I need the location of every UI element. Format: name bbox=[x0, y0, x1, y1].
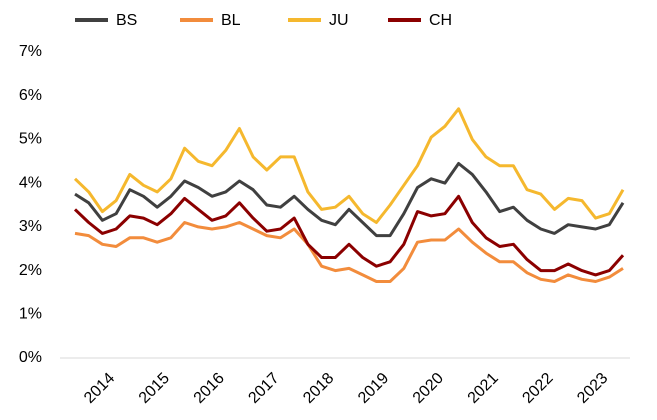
y-tick-label: 4% bbox=[19, 174, 42, 191]
y-tick-label: 7% bbox=[19, 43, 42, 60]
x-tick-label: 2014 bbox=[81, 370, 118, 407]
y-tick-label: 2% bbox=[19, 262, 42, 279]
x-tick-label: 2018 bbox=[300, 370, 337, 407]
y-tick-label: 3% bbox=[19, 218, 42, 235]
series-line bbox=[74, 162, 625, 238]
x-tick-label: 2015 bbox=[136, 370, 173, 407]
legend-label: JU bbox=[329, 12, 349, 29]
y-tick-label: 1% bbox=[19, 306, 42, 323]
x-tick-label: 2021 bbox=[465, 370, 502, 407]
x-tick-label: 2020 bbox=[410, 370, 447, 407]
y-tick-label: 6% bbox=[19, 87, 42, 104]
legend-label: BS bbox=[116, 12, 137, 29]
series-line bbox=[73, 194, 625, 277]
legend-label: BL bbox=[221, 12, 241, 29]
series-line bbox=[74, 221, 624, 283]
x-tick-label: 2017 bbox=[245, 370, 282, 407]
x-tick-label: 2016 bbox=[191, 370, 228, 407]
y-tick-label: 0% bbox=[19, 349, 42, 366]
x-tick-label: 2019 bbox=[355, 370, 392, 407]
series-line bbox=[73, 107, 625, 224]
x-tick-label: 2022 bbox=[519, 370, 556, 407]
x-tick-label: 2023 bbox=[574, 370, 611, 407]
legend-label: CH bbox=[429, 12, 452, 29]
y-tick-label: 5% bbox=[19, 131, 42, 148]
